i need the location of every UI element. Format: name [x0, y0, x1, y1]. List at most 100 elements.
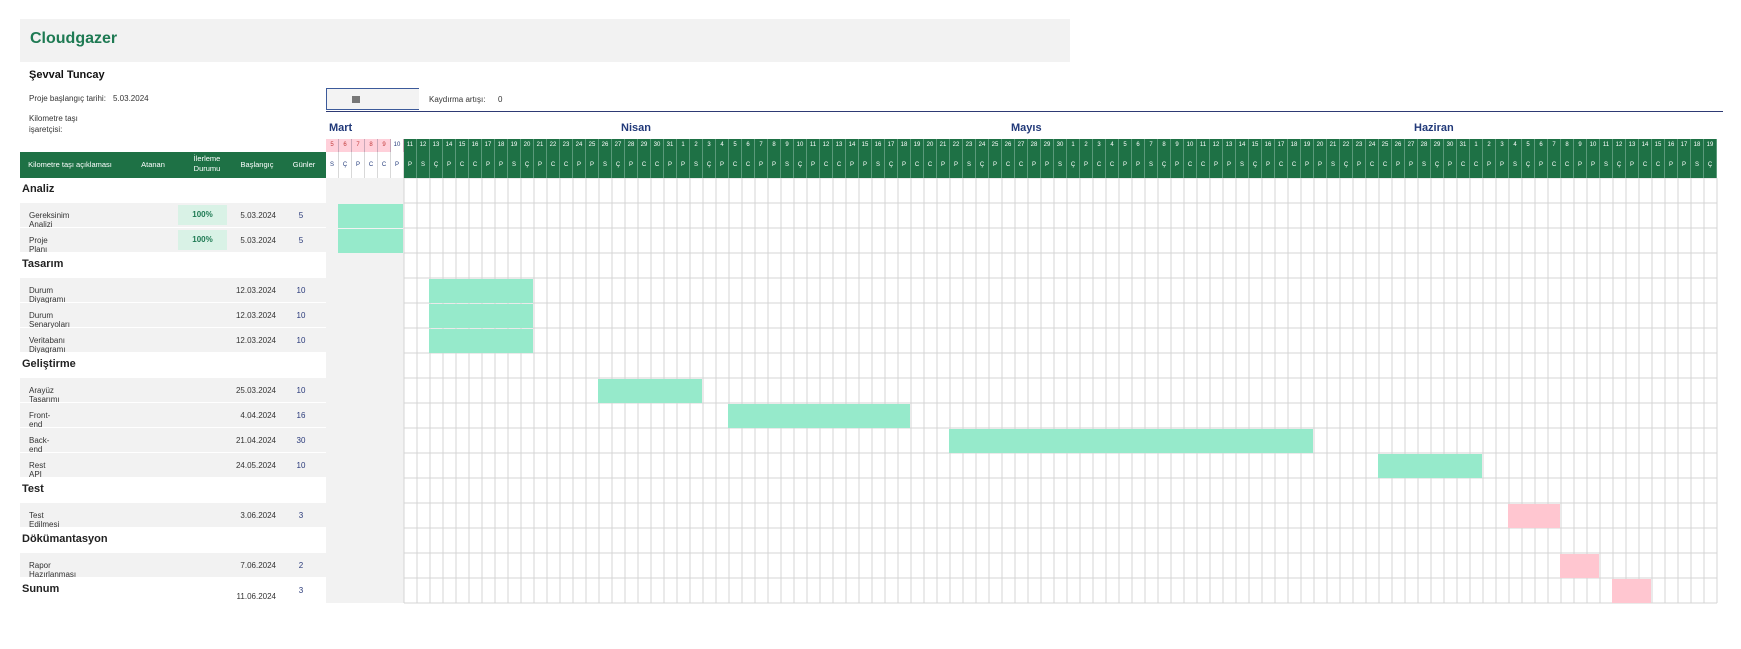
- task-row[interactable]: [20, 203, 326, 227]
- progress-value[interactable]: 100%: [178, 230, 227, 250]
- weekday-letter: S: [781, 152, 794, 178]
- duration-days[interactable]: 5: [298, 211, 304, 220]
- gantt-bar[interactable]: [429, 329, 533, 353]
- duration-days[interactable]: 16: [296, 411, 306, 420]
- task-name[interactable]: Durum Senaryoları: [29, 311, 70, 329]
- day-number: 9: [1171, 139, 1184, 152]
- weekday-letter: Ç: [1704, 152, 1717, 178]
- gantt-bar[interactable]: [598, 379, 702, 403]
- day-number: 14: [1236, 139, 1249, 152]
- start-date[interactable]: 25.03.2024: [235, 386, 276, 395]
- task-row[interactable]: [20, 553, 326, 577]
- start-date[interactable]: 11.06.2024: [236, 592, 276, 601]
- scroll-increment-value[interactable]: 0: [498, 95, 503, 104]
- day-number: 11: [807, 139, 820, 152]
- weekday-letter: C: [1093, 152, 1106, 178]
- weekday-letter: S: [1418, 152, 1431, 178]
- task-name[interactable]: Front-end: [29, 411, 51, 429]
- duration-days[interactable]: 3: [298, 511, 304, 520]
- weekday-letter: S: [1691, 152, 1704, 178]
- duration-days[interactable]: 30: [296, 436, 306, 445]
- task-name[interactable]: Proje Planı: [29, 236, 48, 254]
- weekday-letter: P: [404, 152, 417, 178]
- duration-days[interactable]: 5: [298, 236, 304, 245]
- start-date[interactable]: 12.03.2024: [235, 286, 276, 295]
- task-row[interactable]: [20, 228, 326, 252]
- day-number: 13: [1626, 139, 1639, 152]
- weekday-letter: P: [1665, 152, 1678, 178]
- duration-days[interactable]: 10: [296, 461, 306, 470]
- duration-days[interactable]: 3: [298, 586, 304, 595]
- duration-days[interactable]: 10: [296, 336, 306, 345]
- weekday-letter: P: [937, 152, 950, 178]
- phase-row: [20, 578, 326, 602]
- task-row[interactable]: [20, 378, 326, 402]
- day-number: 25: [1379, 139, 1392, 152]
- task-name[interactable]: Rest API: [29, 461, 46, 479]
- weekday-letter: S: [1054, 152, 1067, 178]
- gantt-bar[interactable]: [1612, 579, 1651, 603]
- task-row[interactable]: [20, 278, 326, 302]
- task-row[interactable]: [20, 428, 326, 452]
- start-date[interactable]: 7.06.2024: [240, 561, 276, 570]
- gantt-bar[interactable]: [728, 404, 910, 428]
- day-number: 14: [443, 139, 456, 152]
- start-date[interactable]: 4.04.2024: [240, 411, 276, 420]
- column-header-description: Kilometre taşı açıklaması: [28, 160, 112, 169]
- task-row[interactable]: [20, 503, 326, 527]
- gantt-bar[interactable]: [429, 304, 533, 328]
- start-date[interactable]: 3.06.2024: [240, 511, 276, 520]
- gantt-bar[interactable]: [1378, 454, 1482, 478]
- duration-days[interactable]: 10: [296, 286, 306, 295]
- day-number: 10: [794, 139, 807, 152]
- duration-days[interactable]: 10: [296, 311, 306, 320]
- weekday-letter: C: [638, 152, 651, 178]
- weekday-letter: S: [872, 152, 885, 178]
- start-date[interactable]: 5.03.2024: [240, 211, 276, 220]
- task-name[interactable]: Veritabanı Diyagramı: [29, 336, 66, 354]
- weekday-letter: C: [1106, 152, 1119, 178]
- start-date[interactable]: 21.04.2024: [235, 436, 276, 445]
- duration-days[interactable]: 2: [298, 561, 304, 570]
- scrollbar-thumb[interactable]: [352, 96, 360, 103]
- gantt-bar[interactable]: [338, 229, 403, 253]
- scroll-increment-label: Kaydırma artışı:: [429, 95, 486, 104]
- month-label: Nisan: [621, 122, 651, 134]
- weekday-letter: P: [677, 152, 690, 178]
- project-start-value[interactable]: 5.03.2024: [113, 94, 149, 103]
- day-number: 2: [1483, 139, 1496, 152]
- gantt-bar[interactable]: [338, 204, 403, 228]
- day-number: 1: [1067, 139, 1080, 152]
- timeline-scrollbar[interactable]: [326, 88, 419, 110]
- task-row[interactable]: [20, 453, 326, 477]
- weekday-letter: P: [1574, 152, 1587, 178]
- weekday-letter: P: [1041, 152, 1054, 178]
- gantt-bar[interactable]: [949, 429, 1313, 453]
- task-name[interactable]: Test Edilmesi: [29, 511, 60, 529]
- task-name[interactable]: Durum Diyagramı: [29, 286, 66, 304]
- task-name[interactable]: Back-end: [29, 436, 50, 454]
- task-name[interactable]: Gereksinim Analizi: [29, 211, 70, 229]
- day-number: 23: [560, 139, 573, 152]
- day-number: 31: [1457, 139, 1470, 152]
- task-name[interactable]: Rapor Hazırlanması: [29, 561, 77, 579]
- start-date[interactable]: 5.03.2024: [240, 236, 276, 245]
- day-number: 28: [1028, 139, 1041, 152]
- day-number: 1: [677, 139, 690, 152]
- day-number: 10: [1587, 139, 1600, 152]
- weekday-letter: C: [1561, 152, 1574, 178]
- task-row[interactable]: [20, 328, 326, 352]
- start-date[interactable]: 12.03.2024: [235, 311, 276, 320]
- gantt-bar[interactable]: [1508, 504, 1560, 528]
- task-row[interactable]: [20, 403, 326, 427]
- task-name[interactable]: Arayüz Tasarımı: [29, 386, 60, 404]
- day-number: 25: [586, 139, 599, 152]
- task-row[interactable]: [20, 303, 326, 327]
- duration-days[interactable]: 10: [296, 386, 306, 395]
- weekday-letter: S: [963, 152, 976, 178]
- start-date[interactable]: 24.05.2024: [235, 461, 276, 470]
- start-date[interactable]: 12.03.2024: [235, 336, 276, 345]
- progress-value[interactable]: 100%: [178, 205, 227, 225]
- gantt-bar[interactable]: [1560, 554, 1599, 578]
- gantt-bar[interactable]: [429, 279, 533, 303]
